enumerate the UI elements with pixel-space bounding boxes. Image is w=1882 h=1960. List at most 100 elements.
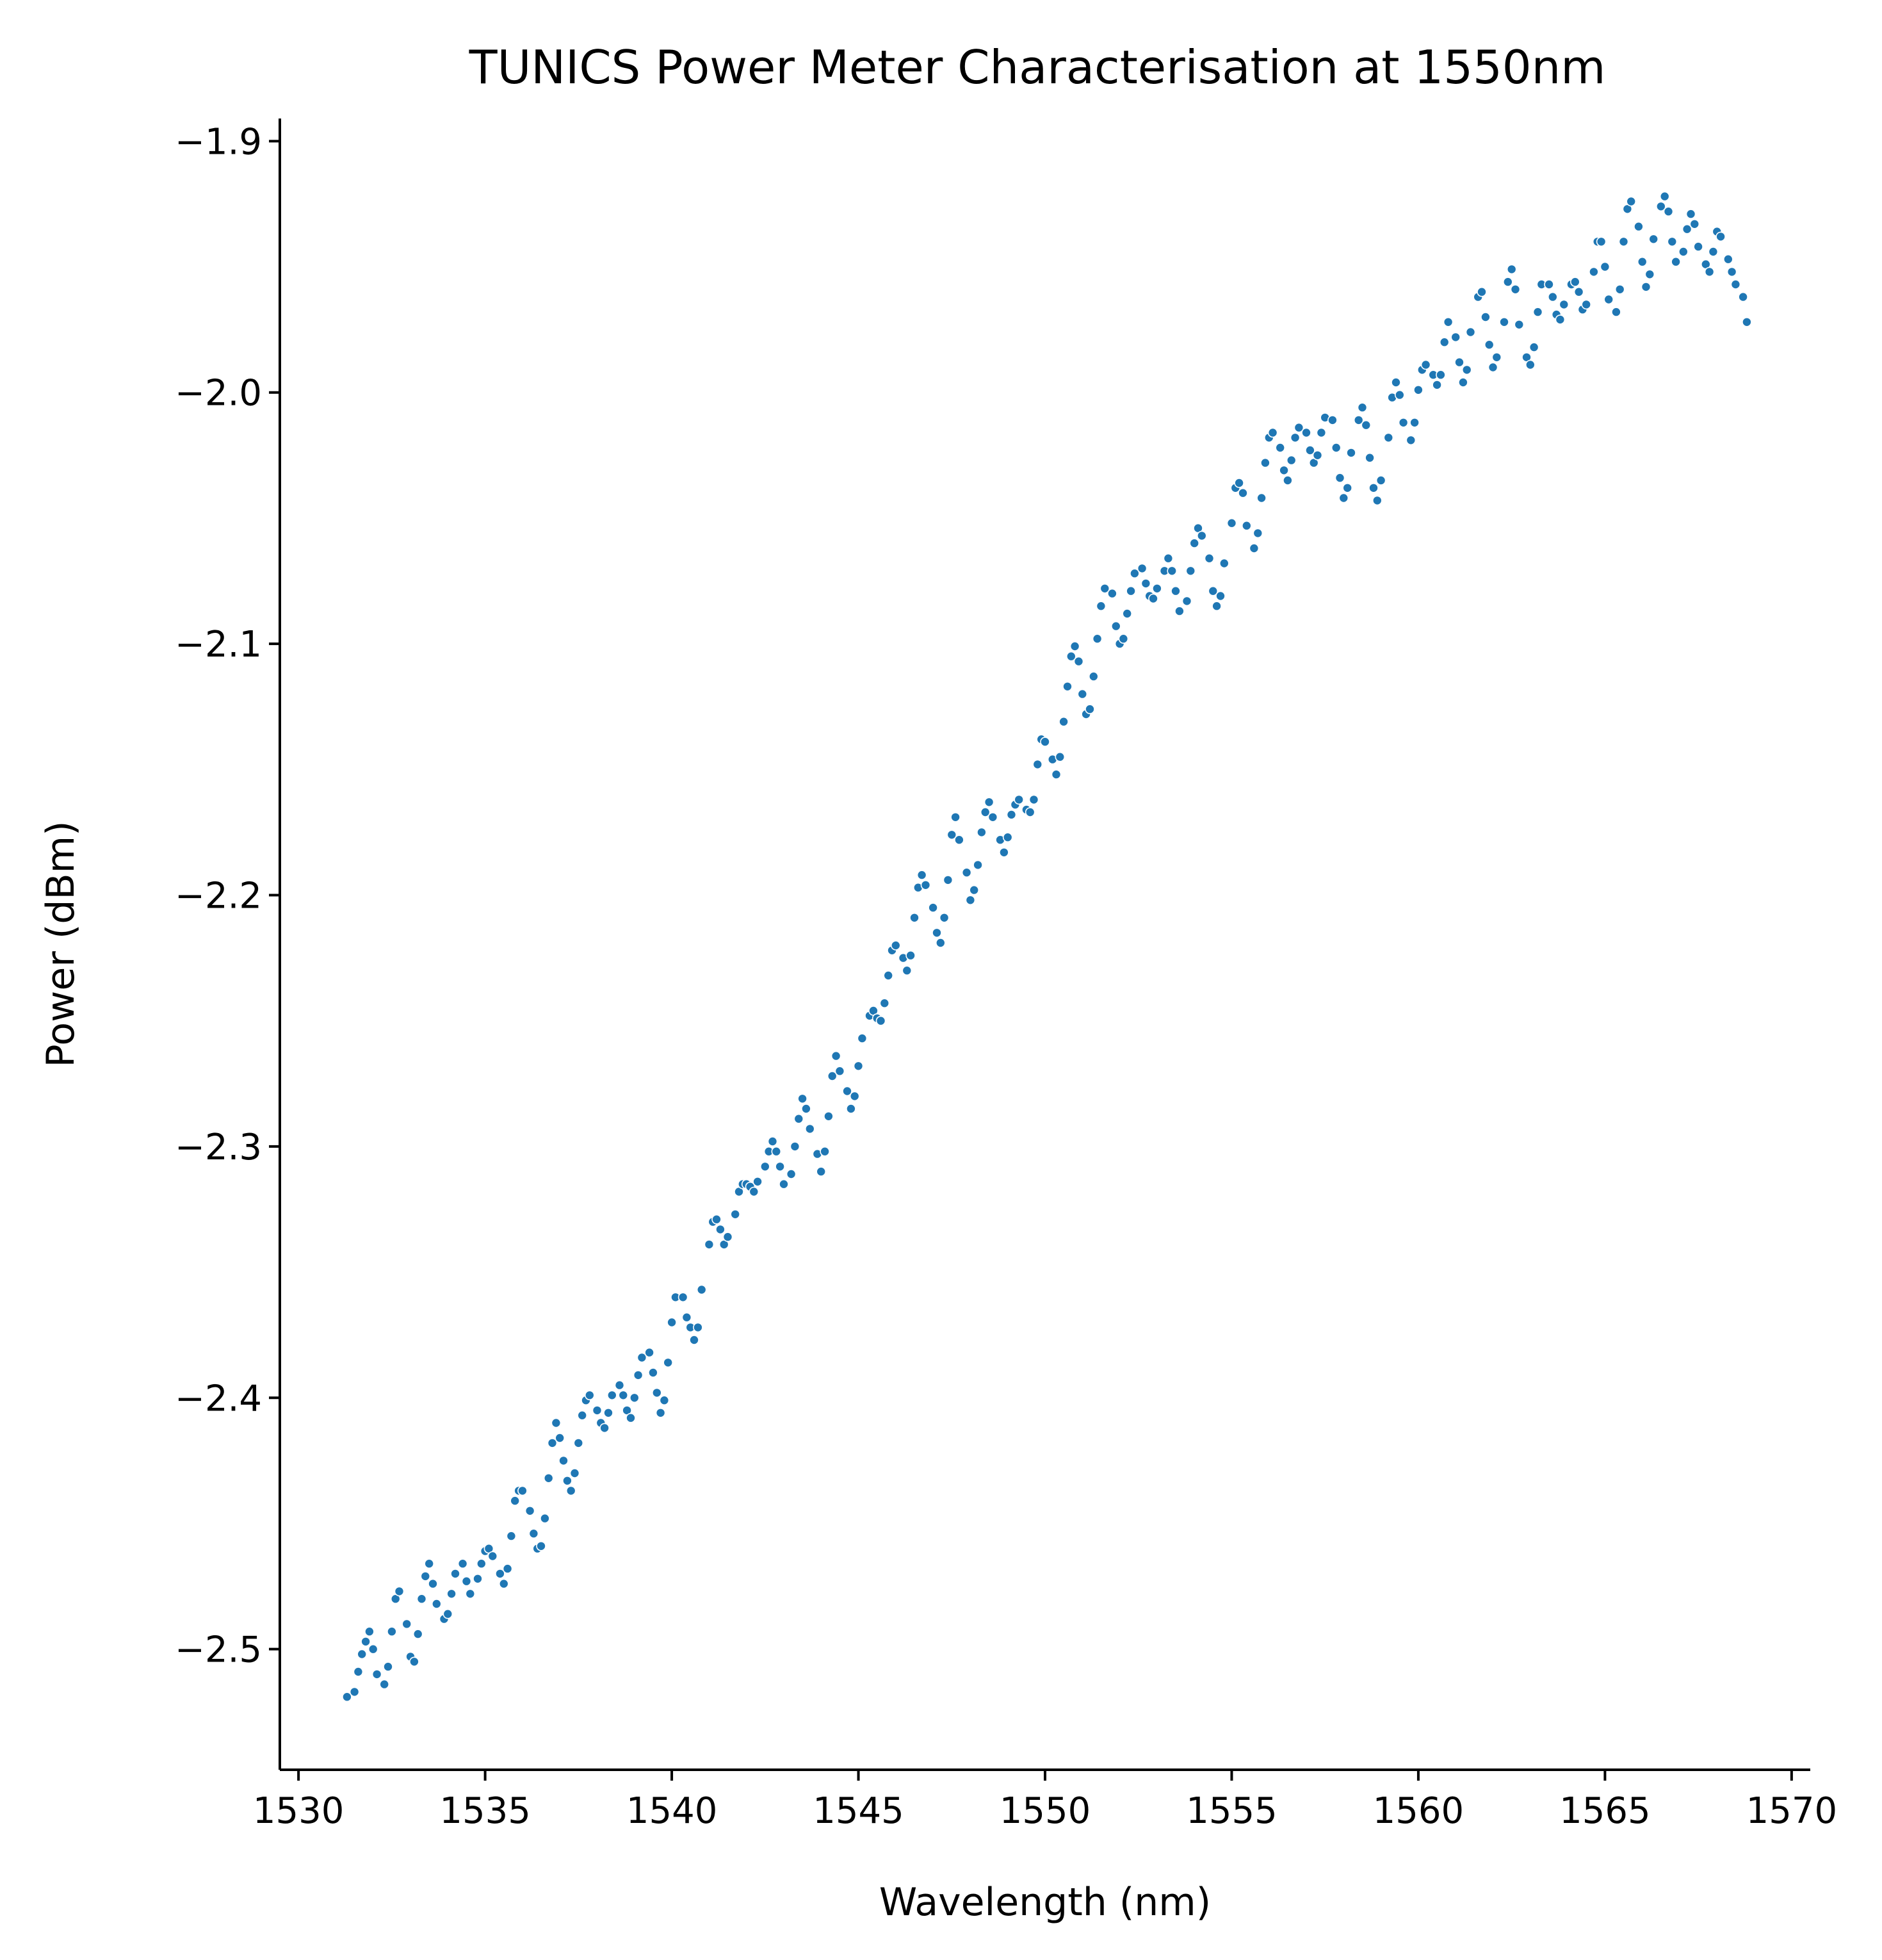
data-point (1312, 450, 1323, 461)
data-point (652, 1387, 662, 1398)
data-point (1420, 359, 1431, 370)
data-point (1342, 482, 1352, 493)
data-point (1589, 266, 1599, 277)
data-point (1361, 420, 1372, 430)
data-point (1185, 566, 1196, 576)
data-point (943, 875, 953, 885)
data-point (1458, 377, 1468, 388)
data-point (1073, 656, 1084, 667)
y-tick-label: −1.9 (175, 121, 262, 163)
data-point (1226, 518, 1237, 528)
data-point (1111, 621, 1121, 632)
data-point (412, 1629, 423, 1639)
data-point (606, 1390, 617, 1401)
data-point (577, 1410, 588, 1421)
data-point (1208, 585, 1219, 596)
data-point (1600, 261, 1610, 272)
y-tick-label: −2.1 (175, 624, 262, 666)
data-point (1465, 327, 1476, 338)
data-point (1167, 566, 1177, 576)
data-point (1286, 455, 1297, 466)
data-point (663, 1357, 673, 1368)
data-point (1559, 299, 1570, 310)
data-point (431, 1599, 442, 1609)
data-point (1573, 286, 1584, 297)
data-point (633, 1370, 644, 1380)
chart-title: TUNICS Power Meter Characterisation at 1… (469, 40, 1606, 94)
data-point (1375, 475, 1386, 486)
data-point (1096, 601, 1107, 612)
data-point (1118, 633, 1129, 644)
data-point (1726, 266, 1737, 277)
data-point (946, 829, 957, 840)
data-point (1506, 264, 1517, 275)
data-point (779, 1179, 789, 1189)
data-point (368, 1644, 378, 1654)
data-point (1256, 493, 1267, 503)
data-point (1391, 377, 1401, 388)
data-point (402, 1619, 412, 1629)
data-point (1260, 457, 1270, 468)
data-point (371, 1669, 382, 1679)
data-point (969, 885, 979, 895)
data-point (771, 1146, 782, 1157)
data-point (1107, 588, 1117, 599)
data-point (939, 913, 950, 923)
data-point (558, 1455, 569, 1466)
data-point (1171, 585, 1181, 596)
data-point (977, 827, 987, 838)
data-point (932, 927, 942, 938)
data-point (1212, 601, 1222, 612)
data-point (1069, 641, 1080, 651)
data-point (1618, 236, 1629, 247)
data-point (1197, 530, 1207, 541)
data-point (1443, 316, 1454, 327)
data-point (928, 902, 938, 913)
data-point (1059, 716, 1069, 727)
data-point (1365, 452, 1375, 463)
data-point (1032, 759, 1043, 770)
data-point (767, 1136, 778, 1147)
data-point (1436, 370, 1446, 380)
data-point (1581, 299, 1591, 310)
data-point (1708, 247, 1719, 257)
x-tick-label: 1560 (1373, 1790, 1464, 1832)
data-point (1055, 751, 1066, 762)
data-point (614, 1380, 625, 1391)
data-point (1454, 357, 1464, 368)
data-point (987, 812, 998, 822)
data-point (626, 1412, 636, 1423)
data-point (1671, 256, 1681, 267)
data-point (584, 1390, 595, 1401)
data-point (677, 1292, 688, 1303)
data-point (786, 1169, 797, 1179)
y-tick-label: −2.0 (175, 373, 262, 414)
data-point (659, 1395, 670, 1405)
data-point (827, 1071, 838, 1081)
data-point (476, 1558, 487, 1569)
data-point (820, 1146, 830, 1157)
data-point (1704, 266, 1715, 277)
data-point (1596, 236, 1607, 247)
data-point (1122, 608, 1132, 619)
data-point (1738, 291, 1748, 302)
data-point (555, 1433, 565, 1443)
y-axis-label: Power (dBm) (38, 821, 83, 1068)
data-point (711, 1214, 722, 1225)
data-point (1413, 384, 1424, 395)
data-point (540, 1513, 550, 1524)
data-point (416, 1594, 427, 1604)
data-point (409, 1656, 419, 1667)
data-point (1099, 583, 1110, 594)
data-point (1331, 443, 1342, 453)
data-point (495, 1569, 505, 1579)
data-point (1648, 234, 1659, 245)
y-tick-label: −2.4 (175, 1378, 262, 1419)
data-point (1006, 810, 1017, 820)
data-point (1742, 316, 1752, 327)
data-point (1450, 332, 1461, 343)
data-point (629, 1392, 640, 1403)
data-point (473, 1574, 483, 1584)
data-point (1499, 316, 1509, 327)
data-point (1215, 591, 1226, 601)
